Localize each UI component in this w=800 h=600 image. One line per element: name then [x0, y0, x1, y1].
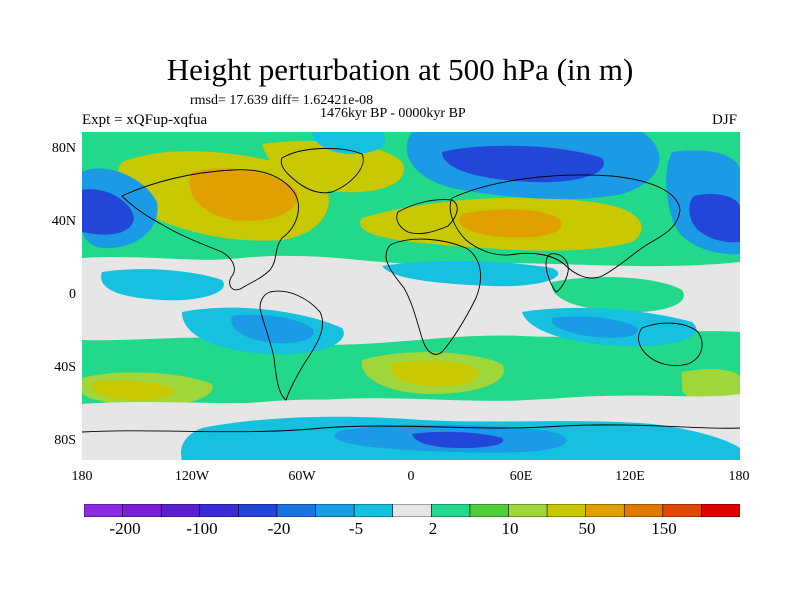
lon-label-120e: 120E: [615, 469, 645, 484]
colorbar-swatch: [585, 504, 626, 517]
coastlines: [82, 148, 740, 433]
lat-label-80n: 80N: [51, 141, 76, 156]
colorbar-swatch: [122, 504, 162, 517]
colorbar-swatch: [430, 504, 471, 517]
colorbar-label-5: 2: [428, 519, 438, 538]
colorbar-label-1: -200: [109, 519, 141, 538]
lat-label-80s: 80S: [54, 433, 76, 448]
sh-negative-pacific-core: [231, 314, 315, 344]
colorbar-swatch: [701, 504, 740, 517]
lat-label-40s: 40S: [54, 360, 76, 375]
colorbar: [84, 504, 740, 517]
greenland-positive: [262, 141, 404, 193]
eurasia-positive-core: [458, 209, 563, 238]
season-text: DJF: [712, 112, 738, 128]
north-america-outline: [121, 169, 299, 291]
lon-label-60e: 60E: [509, 469, 533, 484]
lon-label-0: 0: [407, 469, 415, 484]
greenland-outline: [280, 148, 364, 194]
nh-positive-west-core: [189, 168, 298, 221]
colorbar-swatch: [199, 504, 240, 517]
pacific-negative-west-core: [82, 189, 134, 235]
colorbar-swatch: [238, 504, 278, 517]
tropical-negative-west: [101, 269, 224, 301]
colorbar-label-4: -5: [348, 519, 364, 538]
colorbar-swatch: [160, 504, 201, 517]
colorbar-swatch: [508, 504, 548, 517]
colorbar-label-2: -100: [186, 519, 218, 538]
colorbar-swatch: [353, 504, 394, 517]
experiment-text: Expt = xQFup-xqfua: [82, 112, 208, 128]
australia-outline: [638, 322, 703, 366]
colorbar-label-6: 10: [501, 519, 519, 538]
siberia-negative-core: [442, 145, 604, 183]
colorbar-swatch: [546, 504, 587, 517]
colorbar-label-3: -20: [267, 519, 291, 538]
contour-map: [82, 132, 740, 460]
map-title: Height perturbation at 500 hPa (in m): [166, 52, 634, 87]
period-text: 1476kyr BP - 0000kyr BP: [320, 106, 466, 121]
tropical-green-east: [551, 276, 684, 313]
antarctica-outline: [82, 424, 740, 433]
colorbar-label-7: 50: [578, 519, 596, 538]
colorbar-swatch: [623, 504, 664, 517]
south-america-outline: [259, 290, 324, 401]
colorbar-swatch: [276, 504, 317, 517]
india-outline: [545, 253, 569, 293]
sh-negative-indian-core: [551, 316, 639, 338]
colorbar-swatch: [315, 504, 355, 517]
colorbar-swatch: [469, 504, 510, 517]
pacific-negative-east-core: [689, 193, 740, 243]
sh-positive-pacific-core: [91, 380, 175, 401]
colorbar-swatch: [84, 504, 124, 517]
asia-outline: [449, 174, 681, 279]
lon-label-180w: 180: [71, 469, 93, 484]
antarctic-negative-strong: [412, 431, 504, 448]
lat-label-0: 0: [69, 287, 76, 302]
stats-text: rmsd= 17.639 diff= 1.62421e-08: [190, 93, 374, 108]
lon-label-180e: 180: [728, 469, 750, 484]
tropical-negative-east: [382, 260, 559, 287]
colorbar-label-8: 150: [651, 519, 677, 538]
lon-label-60w: 60W: [288, 469, 316, 484]
lat-label-40n: 40N: [51, 214, 76, 229]
europe-outline: [396, 199, 458, 235]
sh-positive-atlantic-core: [390, 360, 479, 387]
colorbar-swatch: [392, 504, 433, 517]
lon-label-120w: 120W: [174, 469, 210, 484]
africa-outline: [385, 238, 482, 355]
colorbar-swatch: [662, 504, 703, 517]
